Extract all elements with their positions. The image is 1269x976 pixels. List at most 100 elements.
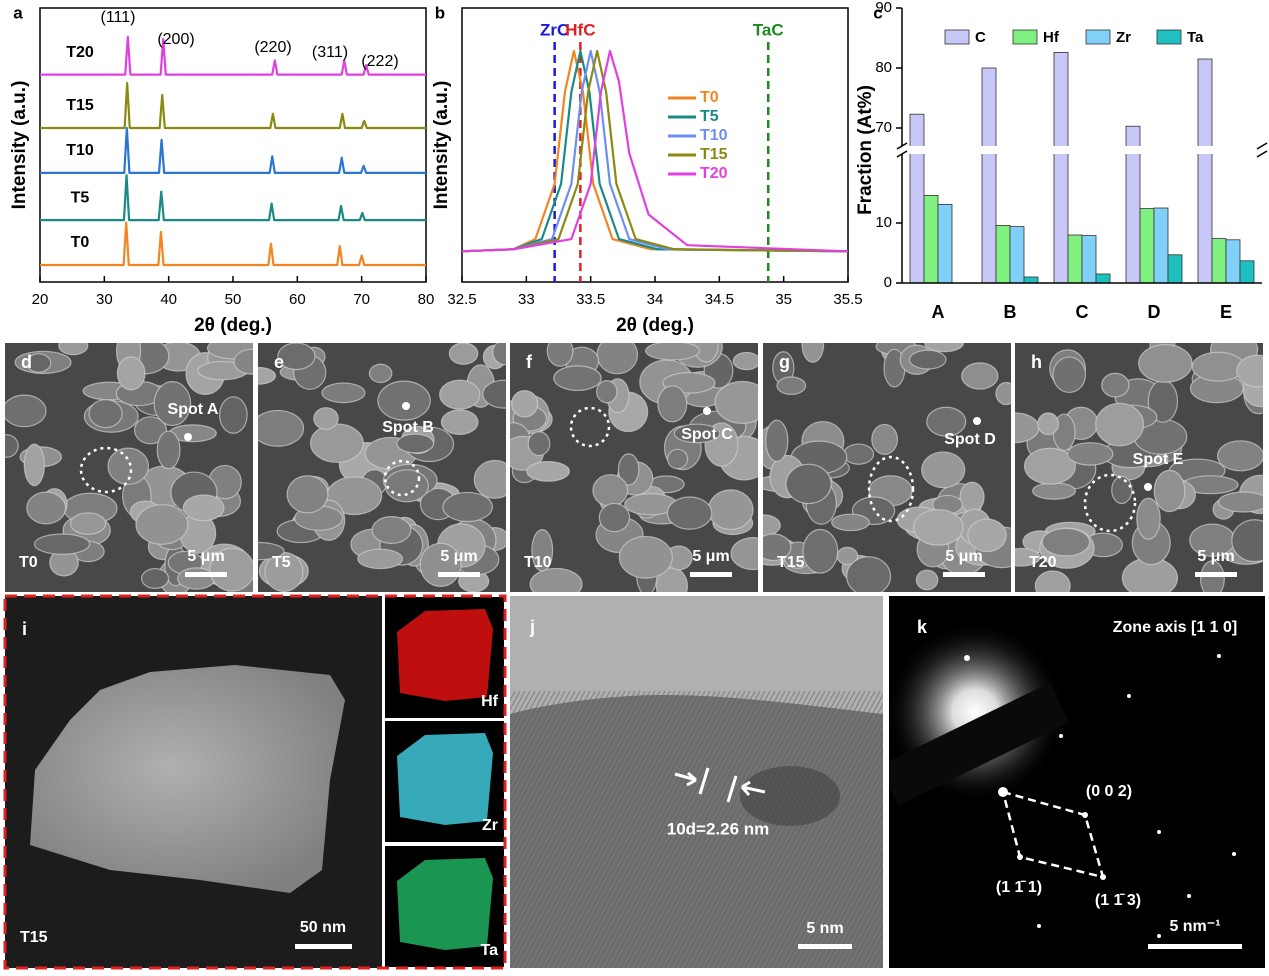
particle: [26, 353, 52, 373]
break-mark: [1256, 150, 1268, 158]
legend-swatch: [944, 29, 970, 45]
lattice-fringe: [734, 693, 883, 968]
lattice-fringe: [510, 690, 656, 961]
lattice-fringe: [584, 690, 736, 968]
particle: [309, 423, 364, 463]
x-axis-label: 2θ (deg.): [616, 315, 694, 336]
lattice-fringe: [534, 690, 686, 968]
spot-label: Spot D: [944, 431, 996, 448]
particle: [209, 547, 253, 592]
category-label: E: [1220, 302, 1232, 322]
spot-label: Spot A: [168, 401, 219, 418]
lattice-fringe: [634, 690, 786, 968]
particle: [182, 494, 225, 522]
lattice-fringe: [510, 690, 551, 767]
particle: [377, 380, 431, 421]
lattice-fringe: [510, 690, 586, 831]
particle: [961, 362, 999, 390]
lattice-fringe: [510, 690, 651, 951]
fringe-marker: [726, 775, 738, 803]
particle: [776, 376, 807, 395]
highlight-ring: [867, 455, 915, 523]
particle: [1191, 351, 1245, 382]
particle: [1034, 570, 1071, 592]
x-tick-label: 32.5: [447, 291, 476, 308]
particle: [846, 556, 892, 592]
lattice-fringe: [819, 850, 883, 968]
lattice-fringe: [814, 841, 883, 968]
lattice-fringe: [674, 690, 826, 968]
lattice-fringe: [510, 690, 576, 813]
diffraction-spot: [1187, 894, 1191, 898]
particle: [233, 348, 253, 375]
peak-label: (200): [157, 31, 194, 48]
lattice-fringe: [779, 776, 883, 968]
diffraction-spot: [1037, 924, 1041, 928]
series-line: [461, 49, 849, 253]
panel-letter: i: [22, 619, 27, 639]
scale-bar: [690, 572, 732, 577]
sample-label: T5: [272, 554, 291, 571]
series-label: T10: [66, 142, 94, 159]
legend-label: Hf: [1043, 29, 1060, 46]
bar: [923, 194, 939, 284]
lattice-fringe: [639, 690, 791, 968]
particle: [107, 447, 150, 485]
particle: [69, 512, 107, 535]
x-axis-label: 2θ (deg.): [194, 315, 272, 336]
particle: [666, 448, 689, 470]
particle: [553, 365, 602, 392]
particle: [959, 481, 985, 513]
lattice-fringe: [510, 690, 616, 887]
sem-image: h T20 5 μm Spot E: [1015, 343, 1263, 592]
particle: [617, 453, 640, 486]
lattice-fringe: [510, 690, 621, 896]
zone-axis-label: Zone axis [1 1 0]: [1113, 619, 1238, 636]
lattice-fringe: [594, 690, 746, 968]
scale-label: 5 μm: [1197, 548, 1234, 565]
scale-bar: [438, 572, 480, 577]
particle: [913, 508, 964, 546]
particle: [730, 537, 758, 571]
bar: [1139, 208, 1155, 284]
particle: [33, 533, 91, 555]
map-label: Hf: [481, 693, 499, 710]
scale-label: 50 nm: [300, 919, 346, 936]
particle: [26, 491, 67, 525]
particle: [368, 363, 393, 384]
lattice-fringe: [574, 690, 726, 968]
panel-letter: k: [917, 617, 928, 637]
lattice-fringe: [764, 748, 883, 968]
lattice-fringe: [829, 868, 883, 968]
lattice-fringe: [714, 690, 866, 968]
lattice-fringe: [519, 690, 671, 968]
particle: [371, 516, 412, 544]
series-label: T20: [66, 44, 94, 61]
series-line: [40, 35, 426, 76]
bar: [1067, 234, 1083, 284]
particle: [1136, 497, 1161, 540]
bar: [995, 224, 1011, 284]
y-tick-label: 10: [875, 214, 892, 231]
legend-label: T10: [700, 127, 728, 144]
particle: [714, 380, 758, 424]
eds-signal: [397, 733, 493, 825]
y-axis-label: Intensity (a.u.): [9, 81, 30, 210]
panel-letter: c: [873, 3, 882, 22]
particle: [135, 504, 189, 545]
lattice-fringe: [510, 690, 541, 748]
particle: [995, 381, 1011, 406]
particle: [1031, 482, 1077, 500]
lattice-fringe: [654, 690, 806, 968]
series-label: T5: [71, 189, 90, 206]
panel-letter: f: [526, 352, 533, 372]
lattice-fringe: [609, 690, 761, 968]
series-line: [40, 221, 426, 267]
lattice-fringe: [759, 739, 883, 968]
particle: [1101, 372, 1130, 398]
scale-bar: [1195, 572, 1237, 577]
x-tick-label: 50: [225, 291, 242, 308]
x-tick-label: 30: [96, 291, 113, 308]
lattice-fringe: [749, 721, 883, 968]
